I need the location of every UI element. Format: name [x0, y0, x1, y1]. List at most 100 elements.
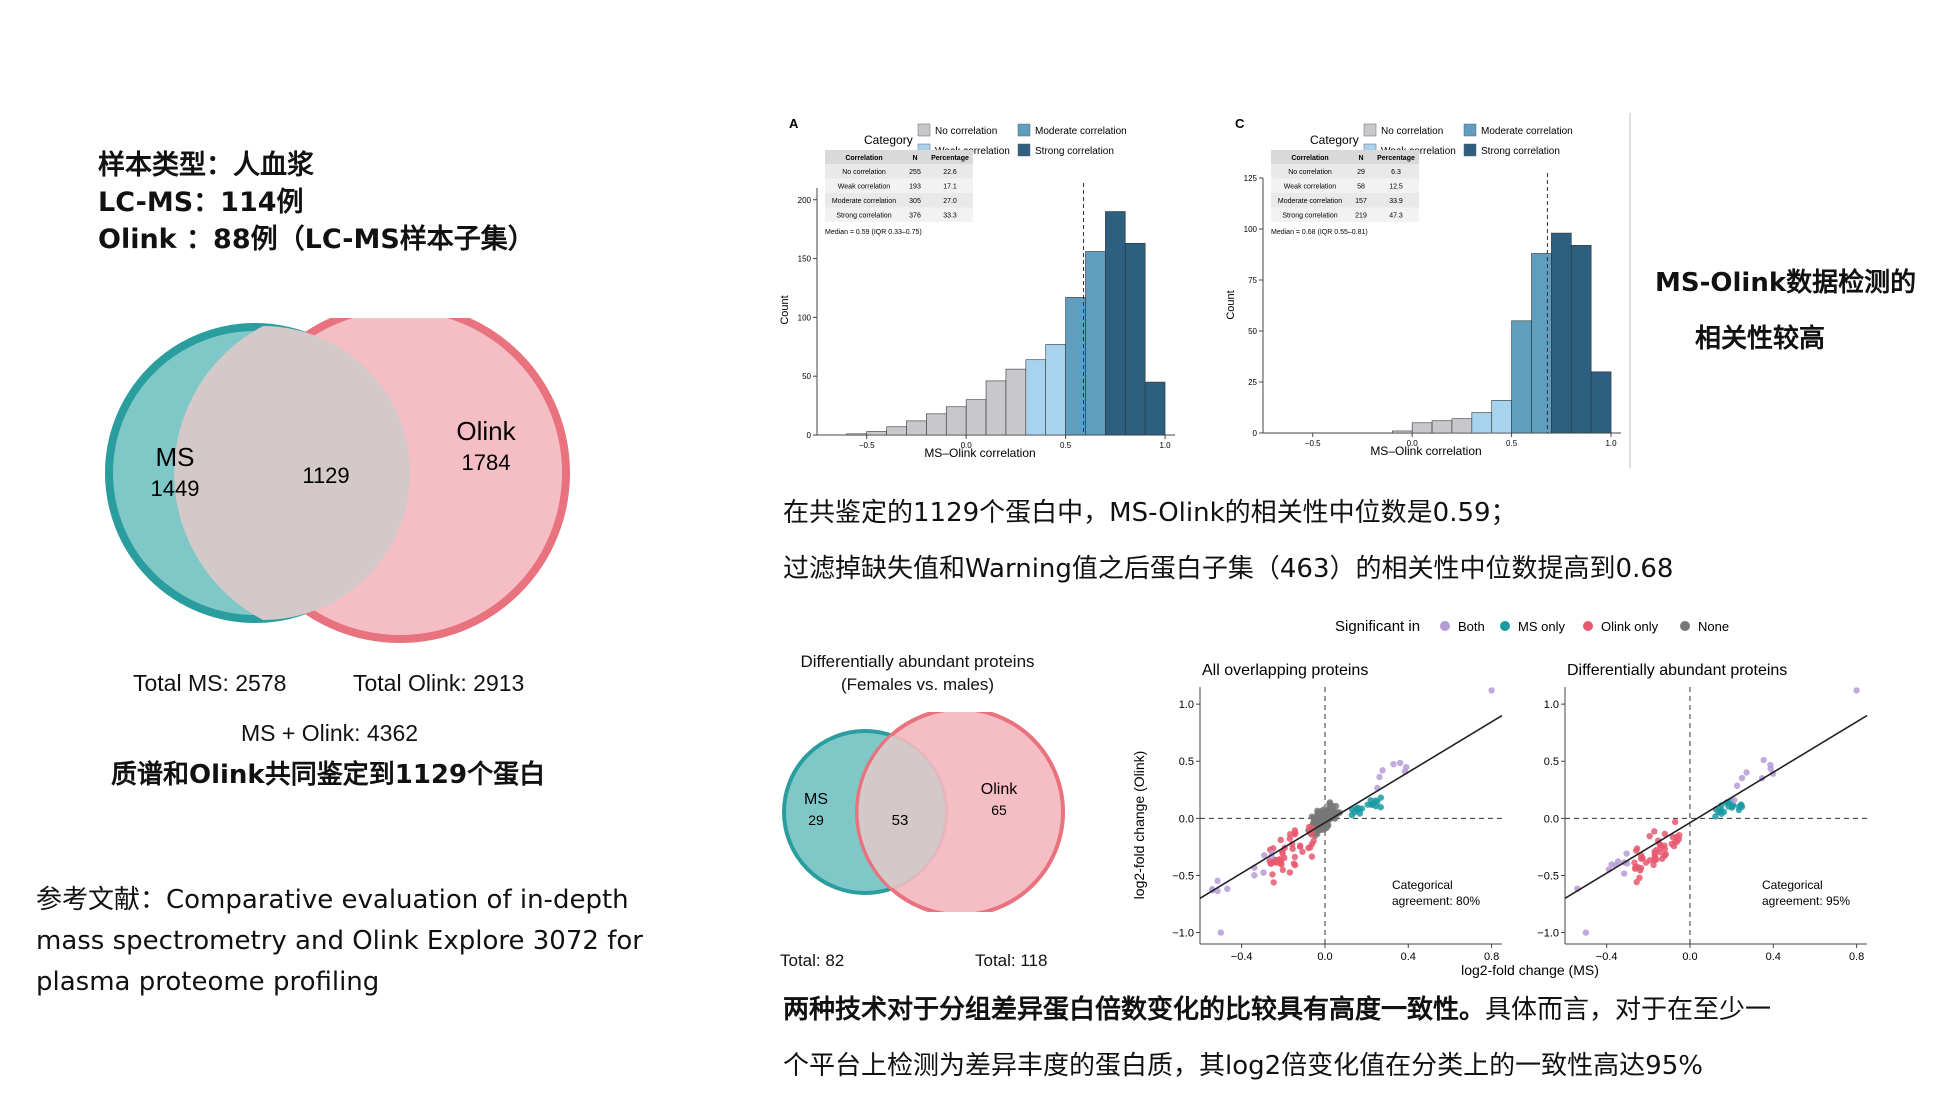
point-both	[1217, 929, 1225, 936]
total-olink-label: Total Olink: 2913	[353, 670, 525, 696]
histogram-bar	[1045, 344, 1066, 436]
x-tick-label: 0.0	[961, 441, 973, 450]
table-cell: 255	[909, 169, 921, 176]
x-tick-label: 0.5	[1506, 439, 1518, 448]
y-tick-label: 0	[807, 431, 812, 440]
point-none	[1326, 799, 1334, 806]
table-cell: 27.0	[943, 198, 957, 205]
bottom-caption-rest: 具体而言，对于在至少一	[1485, 995, 1772, 1025]
legend-olink-only: Olink only	[1601, 619, 1659, 634]
y-tick-label: 1.0	[1544, 699, 1559, 711]
venn-overlap-count: 1129	[302, 463, 349, 488]
histogram-bar	[1551, 232, 1572, 434]
y-tick-label: 50	[802, 372, 811, 381]
legend-none: None	[1698, 619, 1729, 634]
table-cell: 17.1	[943, 184, 957, 191]
x-tick-label: 1.0	[1605, 439, 1617, 448]
table-header-cell: Percentage	[931, 155, 969, 162]
table-row-bg	[825, 178, 973, 193]
legend-no-correlation: No correlation	[935, 126, 997, 137]
y-tick-label: 0	[1253, 429, 1258, 438]
bottom-caption-line-1: 两种技术对于分组差异蛋白倍数变化的比较具有高度一致性。具体而言，对于在至少一	[783, 982, 1771, 1038]
total-ms-label: Total MS: 2578	[133, 670, 287, 696]
point-olink-only	[1661, 845, 1669, 852]
scatter-title-1: All overlapping proteins	[1202, 662, 1368, 679]
point-olink-only	[1305, 844, 1312, 852]
small-venn-title-2: (Females vs. males)	[840, 675, 995, 694]
point-both	[1738, 774, 1746, 782]
scatter2-points	[1564, 687, 1868, 936]
y-tick-label: 100	[798, 313, 812, 322]
point-olink-only	[1637, 864, 1645, 872]
small-venn-title: Differentially abundant proteins (Female…	[770, 650, 1065, 696]
scatter-ylabel: log2-fold change (Olink)	[1131, 751, 1147, 900]
legend-strong-correlation: Strong correlation	[1481, 146, 1560, 157]
histogram-bar	[1511, 320, 1532, 434]
table-header-cell: Correlation	[1291, 155, 1328, 162]
point-olink-only	[1653, 856, 1660, 863]
point-both	[1251, 872, 1258, 879]
caption-line-1: 在共鉴定的1129个蛋白中，MS-Olink的相关性中位数是0.59；	[783, 498, 1517, 528]
point-none	[1308, 813, 1316, 820]
point-olink-only	[1291, 827, 1299, 834]
y-tick-label: 200	[798, 196, 812, 205]
histogram-bar	[866, 431, 887, 436]
point-olink-only	[1661, 830, 1669, 838]
point-both	[1760, 756, 1767, 764]
sample-info: 样本类型：人血浆 LC-MS：114例 Olink ：88例（LC-MS样本子集…	[98, 147, 535, 258]
table-row-bg	[1271, 164, 1419, 179]
point-ms-only	[1368, 801, 1375, 808]
point-olink-only	[1646, 857, 1654, 864]
side-note-line-2: 相关性较高	[1694, 324, 1825, 354]
point-both	[1731, 796, 1738, 804]
point-both	[1853, 687, 1860, 694]
histogram-bar	[1491, 400, 1512, 434]
point-ms-only	[1712, 813, 1719, 820]
scatter-legend-title: Significant in	[1335, 618, 1420, 635]
table-cell: No correlation	[842, 169, 886, 176]
table-header-bg	[1271, 150, 1419, 164]
legend-dot-none	[1680, 621, 1690, 631]
table-cell: 47.3	[1389, 213, 1403, 220]
table-cell: 12.5	[1389, 184, 1403, 191]
small-venn-overlap	[858, 736, 945, 888]
histogram-bar	[1105, 211, 1126, 436]
legend-swatch-no	[917, 123, 931, 137]
point-both	[1488, 687, 1495, 694]
point-both	[1224, 885, 1231, 893]
y-tick-label: 0.0	[1179, 813, 1194, 825]
x-tick-label: −0.5	[1305, 439, 1321, 448]
histogram-bar	[1531, 253, 1552, 434]
point-none	[1330, 808, 1337, 815]
caption-line-2: 过滤掉缺失值和Warning值之后蛋白子集（463）的相关性中位数提高到0.68	[783, 554, 1674, 584]
x-tick-label: 0.0	[1682, 951, 1697, 963]
histogram-bar	[1570, 245, 1592, 434]
y-tick-label: 25	[1248, 378, 1257, 387]
small-venn-overlap-count: 53	[892, 812, 909, 829]
point-olink-only	[1277, 836, 1284, 844]
x-tick-label: 0.8	[1484, 951, 1499, 963]
point-both	[1379, 767, 1386, 774]
x-tick-label: 0.8	[1849, 951, 1864, 963]
y-tick-label: 0.0	[1544, 813, 1559, 825]
point-olink-only	[1286, 869, 1294, 876]
reference-text: 参考文献：Comparative evaluation of in-depth …	[36, 880, 643, 1003]
panel-label-A: A	[789, 116, 799, 131]
point-olink-only	[1662, 850, 1669, 858]
scatter-figure: Significant in Both MS only Olink only N…	[1131, 618, 1868, 978]
venn-ms-label: MS	[156, 442, 195, 472]
histogram-bar	[1124, 242, 1146, 436]
point-both	[1623, 850, 1630, 857]
histogram-panel-A: A Category No correlation Weak correlati…	[779, 116, 1175, 460]
small-venn-ms-label: MS	[804, 791, 828, 808]
x-tick-label: 0.4	[1766, 951, 1781, 963]
histogram-bar	[1590, 371, 1612, 434]
y-tick-label: −0.5	[1172, 870, 1194, 882]
table-cell: 219	[1355, 213, 1367, 220]
histogram-A-bars	[846, 183, 1166, 436]
table-cell: Strong correlation	[836, 213, 891, 220]
histogram-bar	[1005, 368, 1027, 436]
point-olink-only	[1270, 879, 1277, 886]
x-tick-label: −0.4	[1231, 951, 1253, 963]
table-cell: Weak correlation	[838, 184, 891, 191]
